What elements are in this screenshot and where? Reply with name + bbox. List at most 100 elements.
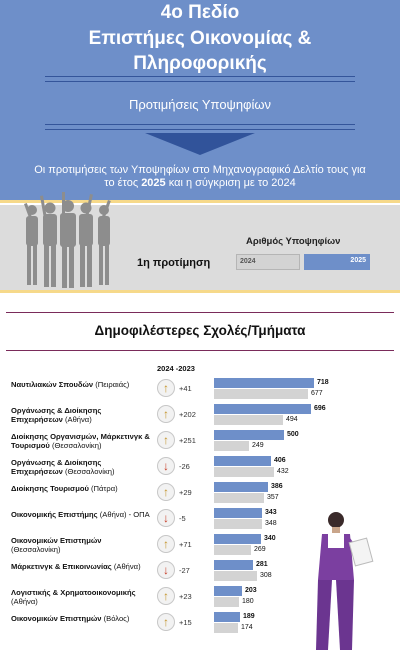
- description-year: 2025: [141, 177, 166, 189]
- bar-2024: 2024: [236, 254, 300, 270]
- bar-2025: [214, 508, 262, 518]
- value-label-2025: 340: [264, 535, 276, 542]
- arrow-down-icon: [145, 133, 255, 155]
- row-label-main: Οικονομικής Επιστήμης: [11, 510, 98, 519]
- woman-figure-icon: [316, 512, 374, 650]
- row-label: Οργάνωσης & Διοίκησης Επιχειρήσεων (Θεσσ…: [11, 458, 153, 476]
- row-label-main: Οικονομικών Επιστημών: [11, 614, 102, 623]
- bar-2025: [214, 482, 268, 492]
- bar-2024: [214, 441, 249, 451]
- diff-value: +29: [179, 488, 192, 497]
- divider: [45, 81, 355, 82]
- row-label-main: Διοίκησης Οργανισμών, Μάρκετινγκ & Τουρι…: [11, 432, 150, 450]
- bar-2025: [214, 586, 242, 596]
- bar-2025: [214, 534, 261, 544]
- divider: [45, 124, 355, 125]
- row-label-sub: (Αθήνα): [11, 597, 38, 606]
- bar-2025: [214, 404, 311, 414]
- diff-value: +202: [179, 410, 196, 419]
- row-label: Οικονομικών Επιστημών (Θεσσαλονίκη): [11, 536, 153, 554]
- description-compare-year: 2024: [271, 177, 296, 189]
- row-label-sub: (Θεσσαλονίκη): [62, 467, 115, 476]
- bar-2024: [214, 389, 308, 399]
- bar-2024: [214, 519, 262, 529]
- header-banner: 4ο Πεδίο Επιστήμες Οικονομίας & Πληροφορ…: [0, 0, 400, 200]
- row-label-sub: (Αθήνα) - ΟΠΑ: [97, 510, 150, 519]
- arrow-up-icon: ↑: [157, 587, 175, 605]
- row-label: Οργάνωσης & Διοίκησης Επιχειρήσεων (Αθήν…: [11, 406, 153, 424]
- diff-value: -27: [179, 566, 190, 575]
- row-label-main: Ναυτιλιακών Σπουδών: [11, 380, 94, 389]
- row-label-sub: (Πειραιάς): [93, 380, 130, 389]
- title-line-1: 4ο Πεδίο: [160, 2, 240, 23]
- row-label: Οικονομικών Επιστημών (Βόλος): [11, 614, 153, 623]
- bar-2025-label: 2025: [350, 257, 366, 264]
- diff-value: +251: [179, 436, 196, 445]
- row-label-main: Λογιστικής & Χρηματοοικονομικής: [11, 588, 136, 597]
- value-label-2025: 203: [245, 587, 257, 594]
- row-label-sub: (Θεσσαλονίκη): [49, 441, 102, 450]
- row-label-main: Οργάνωσης & Διοίκησης Επιχειρήσεων: [11, 458, 102, 476]
- row-label-sub: (Θεσσαλονίκη): [11, 545, 61, 554]
- value-label-2025: 718: [317, 379, 329, 386]
- row-label: Διοίκησης Οργανισμών, Μάρκετινγκ & Τουρι…: [11, 432, 153, 450]
- arrow-up-icon: ↑: [157, 483, 175, 501]
- arrow-down-icon: ↓: [157, 561, 175, 579]
- diff-value: +23: [179, 592, 192, 601]
- value-label-2024: 432: [277, 468, 289, 475]
- row-label: Διοίκησης Τουρισμού (Πάτρα): [11, 484, 153, 493]
- diff-value: -26: [179, 462, 190, 471]
- bar-2024: [214, 623, 238, 633]
- bar-2025: [214, 612, 240, 622]
- arrow-up-icon: ↑: [157, 379, 175, 397]
- divider-stripe: [0, 200, 400, 203]
- bar-2024-label: 2024: [240, 258, 256, 265]
- section-title: Δημοφιλέστερες Σχολές/Τμήματα: [94, 323, 306, 338]
- section-divider: [6, 350, 394, 351]
- bar-2024: [214, 467, 274, 477]
- row-label: Μάρκετινγκ & Επικοινωνίας (Αθήνα): [11, 562, 153, 571]
- row-label-sub: (Πάτρα): [88, 484, 118, 493]
- description: Οι προτιμήσεις των Υποψηφίων στο Μηχανογ…: [34, 164, 366, 189]
- bar-2025: [214, 378, 314, 388]
- people-silhouette-icon: [24, 192, 111, 288]
- row-label-main: Διοίκησης Τουρισμού: [11, 484, 89, 493]
- row-label-sub: (Αθήνα): [111, 562, 141, 571]
- row-label-main: Οικονομικών Επιστημών: [11, 536, 102, 545]
- value-label-2025: 386: [271, 483, 283, 490]
- value-label-2024: 308: [260, 572, 272, 579]
- value-label-2024: 180: [242, 598, 254, 605]
- value-label-2025: 189: [243, 613, 255, 620]
- row-label: Λογιστικής & Χρηματοοικονομικής (Αθήνα): [11, 588, 153, 606]
- bar-2025: [214, 456, 271, 466]
- value-label-2025: 281: [256, 561, 268, 568]
- arrow-down-icon: ↓: [157, 457, 175, 475]
- value-label-2025: 500: [287, 431, 299, 438]
- arrow-down-icon: ↓: [157, 509, 175, 527]
- value-label-2024: 677: [311, 390, 323, 397]
- divider: [45, 129, 355, 130]
- candidates-title: Αριθμός Υποψηφίων: [246, 236, 341, 247]
- title-line-2: Επιστήμες Οικονομίας &: [88, 28, 312, 49]
- row-label-sub: (Αθήνα): [62, 415, 92, 424]
- subtitle: Προτιμήσεις Υποψηφίων: [128, 97, 272, 112]
- bar-2024: [214, 571, 257, 581]
- value-label-2024: 174: [241, 624, 253, 631]
- bar-2025: [214, 430, 284, 440]
- bar-2024: [214, 545, 251, 555]
- title-line-3: Πληροφορικής: [133, 53, 267, 74]
- value-label-2024: 494: [286, 416, 298, 423]
- value-label-2024: 249: [252, 442, 264, 449]
- divider: [45, 76, 355, 77]
- bar-2024: [214, 415, 283, 425]
- description-line-1: Οι προτιμήσεις των Υποψηφίων στο Μηχανογ…: [34, 164, 366, 176]
- diff-value: +71: [179, 540, 192, 549]
- section-divider: [6, 312, 394, 313]
- bar-2025: [214, 560, 253, 570]
- arrow-up-icon: ↑: [157, 535, 175, 553]
- arrow-up-icon: ↑: [157, 613, 175, 631]
- arrow-up-icon: ↑: [157, 405, 175, 423]
- bar-2025: 2025: [304, 254, 370, 270]
- value-label-2024: 357: [267, 494, 279, 501]
- divider-stripe: [0, 290, 400, 293]
